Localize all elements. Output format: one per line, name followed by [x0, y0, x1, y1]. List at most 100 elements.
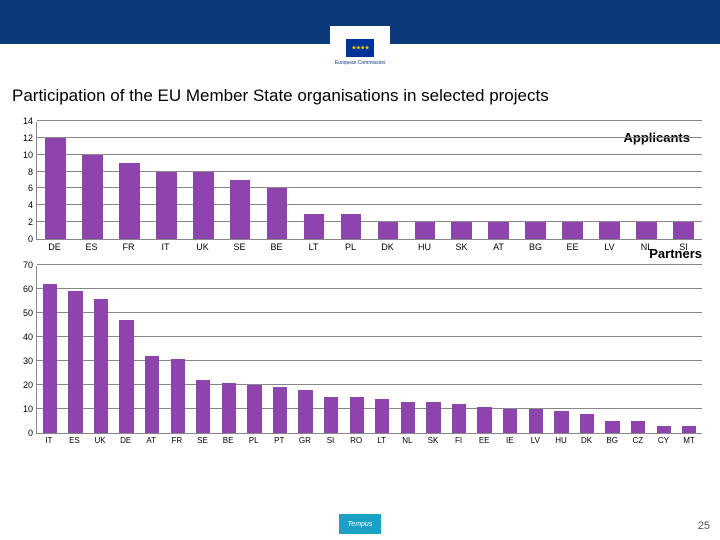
- xtick-label: BG: [599, 436, 625, 445]
- xtick-label: HU: [548, 436, 574, 445]
- ytick-label: 60: [23, 284, 37, 294]
- bar-slot: [88, 266, 114, 433]
- bar: [304, 214, 325, 239]
- bar: [488, 222, 509, 239]
- bar-slot: [676, 266, 702, 433]
- xtick-label: DK: [574, 436, 600, 445]
- page-number: 25: [698, 520, 710, 532]
- xtick-label: PL: [332, 242, 369, 252]
- bars-row: [37, 266, 702, 433]
- bar: [145, 356, 159, 433]
- xtick-label: FR: [164, 436, 190, 445]
- bar-slot: [37, 122, 74, 239]
- bar-slot: [480, 122, 517, 239]
- bar-slot: [443, 122, 480, 239]
- eu-flag-icon: [346, 39, 374, 57]
- xtick-label: EE: [554, 242, 591, 252]
- xtick-label: LV: [523, 436, 549, 445]
- bar-slot: [421, 266, 447, 433]
- tempus-logo: Tempus: [339, 514, 381, 534]
- xtick-label: SE: [190, 436, 216, 445]
- ytick-label: 14: [23, 116, 37, 126]
- bar-slot: [318, 266, 344, 433]
- bar: [636, 222, 657, 239]
- bar: [171, 359, 185, 433]
- bar: [426, 402, 440, 433]
- xtick-label: PT: [266, 436, 292, 445]
- bar: [451, 222, 472, 239]
- bar-slot: [216, 266, 242, 433]
- bar: [554, 411, 568, 433]
- xtick-label: UK: [87, 436, 113, 445]
- bar-slot: [600, 266, 626, 433]
- chart-applicants: Applicants 02468101214 DEESFRITUKSEBELTP…: [0, 116, 720, 252]
- bar: [562, 222, 583, 239]
- bar: [247, 385, 261, 433]
- xtick-label: MT: [676, 436, 702, 445]
- bar: [68, 291, 82, 433]
- bar: [657, 426, 671, 433]
- xtick-label: CZ: [625, 436, 651, 445]
- ytick-label: 70: [23, 260, 37, 270]
- bar-slot: [333, 122, 370, 239]
- bar-slot: [446, 266, 472, 433]
- xtick-label: SI: [318, 436, 344, 445]
- xtick-label: DE: [113, 436, 139, 445]
- bar-slot: [242, 266, 268, 433]
- bar-slot: [190, 266, 216, 433]
- bar-slot: [517, 122, 554, 239]
- chart2-xlabels: ITESUKDEATFRSEBEPLPTGRSIROLTNLSKFIEEIELV…: [36, 436, 702, 445]
- bar: [525, 222, 546, 239]
- ytick-label: 8: [28, 167, 37, 177]
- xtick-label: BE: [258, 242, 295, 252]
- bar: [324, 397, 338, 433]
- xtick-label: LT: [295, 242, 332, 252]
- bar-slot: [591, 122, 628, 239]
- bar: [350, 397, 364, 433]
- chart1-xlabels: DEESFRITUKSEBELTPLDKHUSKATBGEELVNLSI: [36, 242, 702, 252]
- bar: [605, 421, 619, 433]
- bar-slot: [185, 122, 222, 239]
- bar-slot: [574, 266, 600, 433]
- bar-slot: [111, 122, 148, 239]
- ytick-label: 6: [28, 183, 37, 193]
- xtick-label: NL: [395, 436, 421, 445]
- ytick-label: 10: [23, 150, 37, 160]
- ytick-label: 0: [28, 428, 37, 438]
- bar: [94, 299, 108, 433]
- xtick-label: LV: [591, 242, 628, 252]
- ytick-label: 12: [23, 133, 37, 143]
- xtick-label: BG: [517, 242, 554, 252]
- bar: [43, 284, 57, 433]
- bar-slot: [497, 266, 523, 433]
- bar: [673, 222, 694, 239]
- xtick-label: SK: [420, 436, 446, 445]
- bar-slot: [549, 266, 575, 433]
- bar-slot: [63, 266, 89, 433]
- xtick-label: UK: [184, 242, 221, 252]
- xtick-label: ES: [62, 436, 88, 445]
- xtick-label: HU: [406, 242, 443, 252]
- bar-slot: [222, 122, 259, 239]
- bar: [156, 172, 177, 239]
- xtick-label: SE: [221, 242, 258, 252]
- bar: [529, 409, 543, 433]
- xtick-label: FR: [110, 242, 147, 252]
- bar-slot: [370, 266, 396, 433]
- gridline: [37, 264, 702, 265]
- xtick-label: IT: [147, 242, 184, 252]
- xtick-label: AT: [138, 436, 164, 445]
- chart2-plot: 010203040506070: [36, 266, 702, 434]
- bar-slot: [165, 266, 191, 433]
- bar-slot: [472, 266, 498, 433]
- bar: [503, 409, 517, 433]
- xtick-label: PL: [241, 436, 267, 445]
- bar: [222, 383, 236, 433]
- xtick-label: CY: [651, 436, 677, 445]
- bar: [273, 387, 287, 433]
- bar: [341, 214, 362, 239]
- bar: [119, 320, 133, 433]
- bar-slot: [267, 266, 293, 433]
- bar: [298, 390, 312, 433]
- bar-slot: [628, 122, 665, 239]
